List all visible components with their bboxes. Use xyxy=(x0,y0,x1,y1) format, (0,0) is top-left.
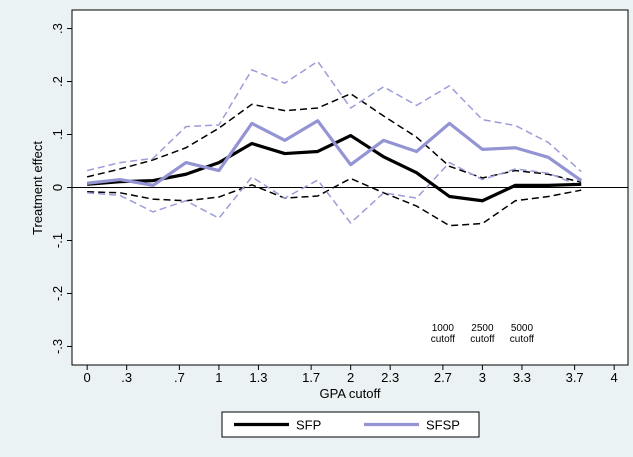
annotation: cutoff xyxy=(510,334,534,345)
x-tick-label: .3 xyxy=(121,370,132,385)
x-tick-label: 0 xyxy=(84,370,91,385)
x-tick-label: .7 xyxy=(174,370,185,385)
ci-upper-line xyxy=(86,92,582,183)
x-tick-label: 2.7 xyxy=(434,370,452,385)
y-tick-label: -.3 xyxy=(50,339,65,354)
y-tick-label: 0 xyxy=(50,184,65,191)
x-tick-label: 2.3 xyxy=(381,370,399,385)
annotation: cutoff xyxy=(470,334,494,345)
y-axis-title: Treatment effect xyxy=(30,141,45,235)
x-axis-title: GPA cutoff xyxy=(320,386,381,401)
annotation: 2500 xyxy=(471,323,494,334)
x-tick-label: 3.7 xyxy=(566,370,584,385)
y-tick-label: .1 xyxy=(50,129,65,140)
y-tick-label: .3 xyxy=(50,23,65,34)
legend-label: SFSP xyxy=(426,418,460,433)
x-tick-label: 1.7 xyxy=(302,370,320,385)
x-tick-label: 3 xyxy=(479,370,486,385)
x-tick-label: 1 xyxy=(215,370,222,385)
ci-upper-line xyxy=(86,60,582,173)
y-tick-label: .2 xyxy=(50,76,65,87)
x-tick-label: 1.3 xyxy=(249,370,267,385)
y-tick-label: -.2 xyxy=(50,286,65,301)
ci-lower-line xyxy=(87,161,582,224)
x-tick-label: 3.3 xyxy=(513,370,531,385)
annotation: 1000 xyxy=(432,323,455,334)
x-tick-label: 4 xyxy=(611,370,618,385)
series-line xyxy=(86,119,583,187)
legend-label: SFP xyxy=(296,418,321,433)
annotation: 5000 xyxy=(511,323,534,334)
ci-lower-line xyxy=(87,177,582,227)
annotation: cutoff xyxy=(431,334,455,345)
y-tick-label: -.1 xyxy=(50,233,65,248)
x-tick-label: 2 xyxy=(347,370,354,385)
